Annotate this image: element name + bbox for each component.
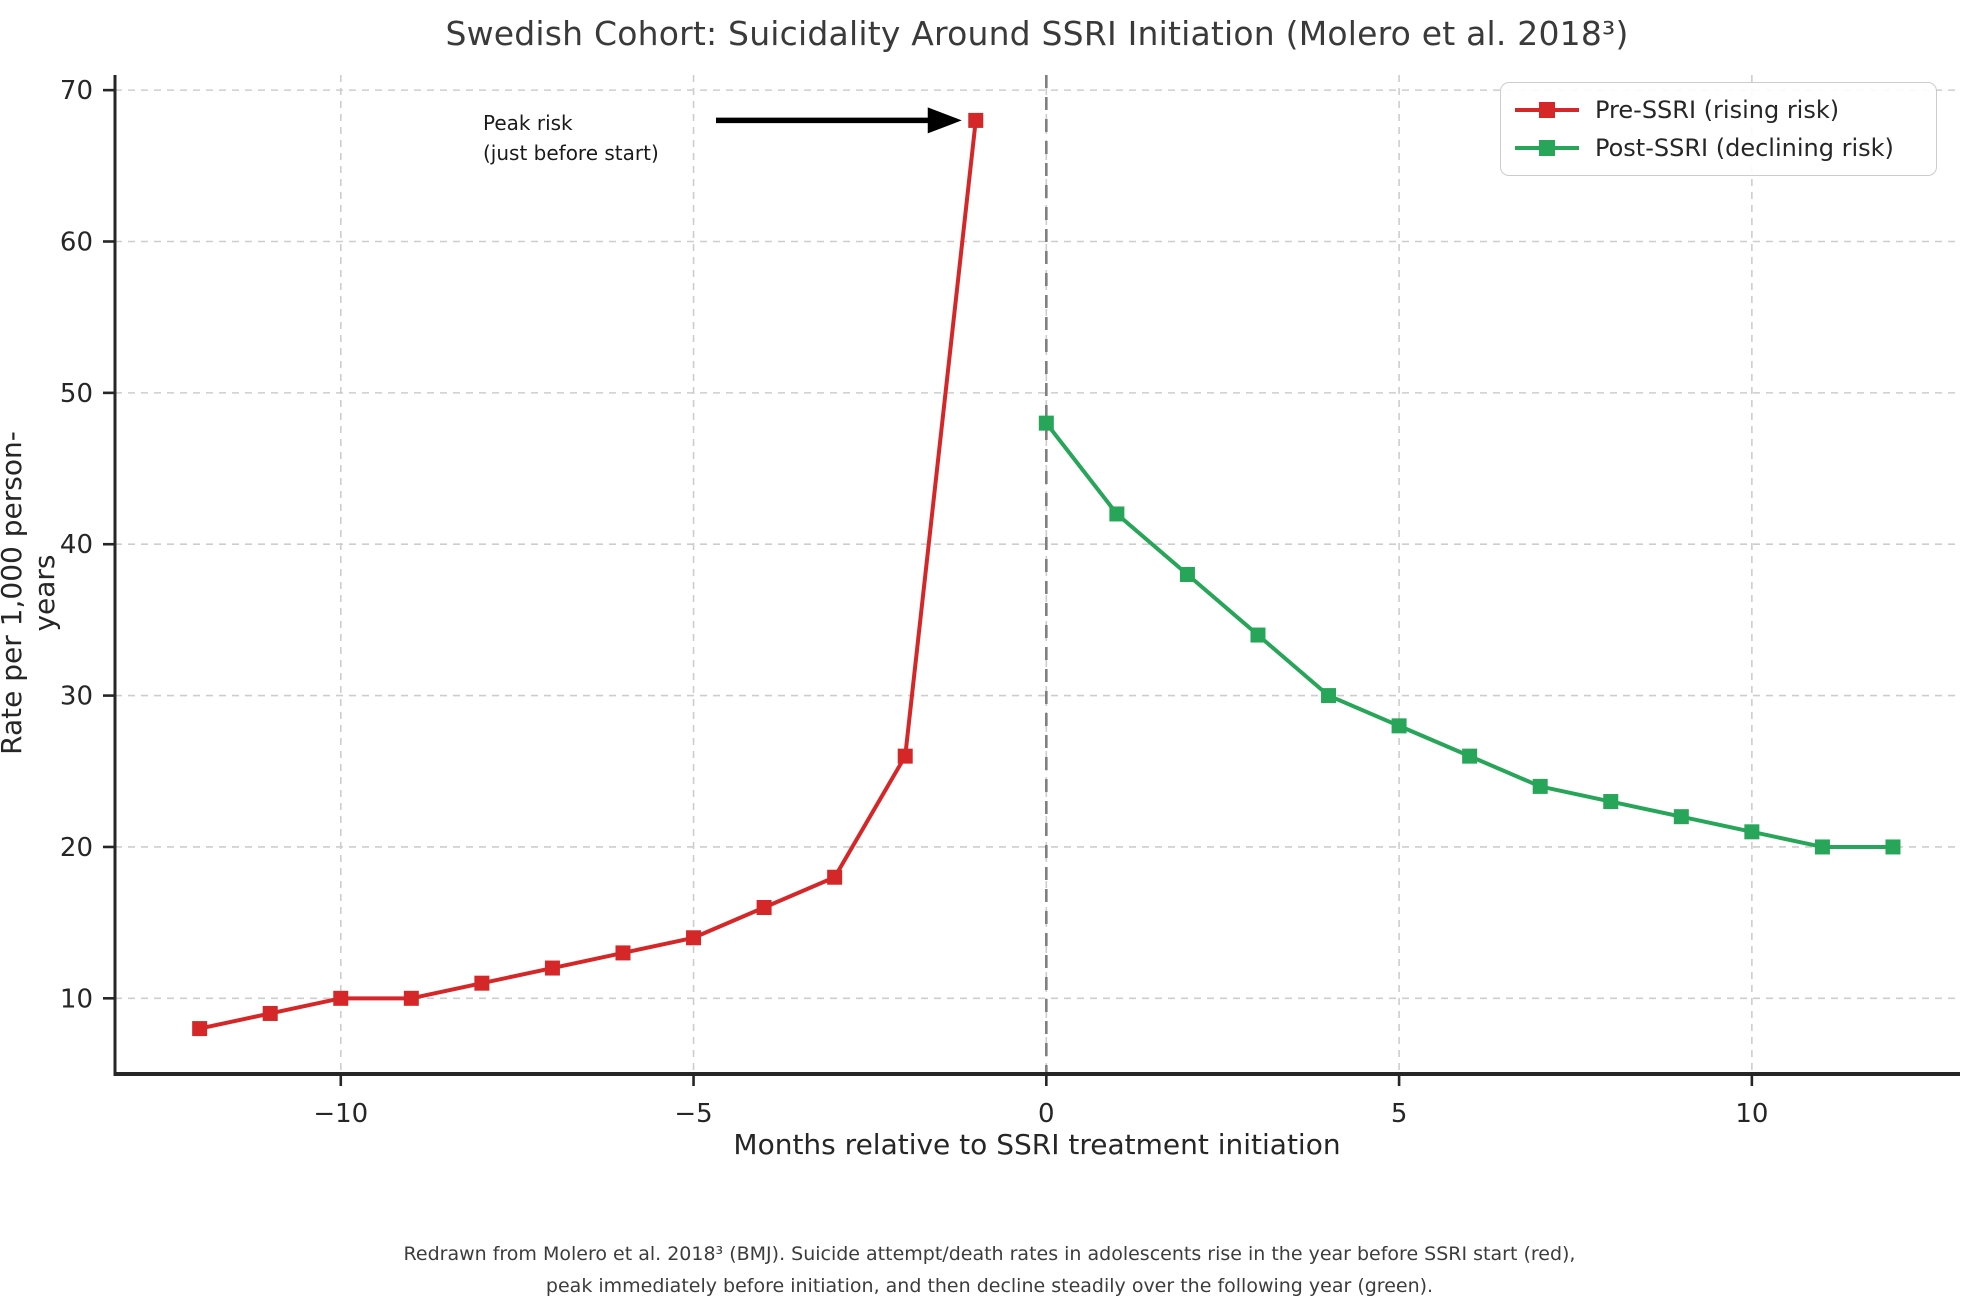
- post-ssri-marker: [1321, 688, 1337, 704]
- post-ssri-marker: [1038, 415, 1054, 431]
- caption-line-1: Redrawn from Molero et al. 2018³ (BMJ). …: [403, 1243, 1576, 1265]
- post-ssri-marker-sample: [1539, 140, 1555, 156]
- post-ssri-marker: [1532, 778, 1548, 794]
- pre-ssri-legend-swatch: [1515, 102, 1579, 118]
- post-ssri-marker: [1673, 809, 1689, 825]
- x-tick-label: 5: [1391, 1099, 1408, 1129]
- pre-ssri-marker: [968, 112, 984, 128]
- pre-ssri-marker: [333, 990, 349, 1006]
- pre-ssri-marker: [403, 990, 419, 1006]
- post-ssri-marker: [1603, 794, 1619, 810]
- y-tick-label: 40: [60, 530, 93, 560]
- legend-item-post-ssri: Post-SSRI (declining risk): [1515, 129, 1924, 167]
- arrow-head: [927, 107, 962, 134]
- figure-caption: Redrawn from Molero et al. 2018³ (BMJ). …: [0, 1238, 1979, 1302]
- pre-ssri-marker: [262, 1005, 278, 1021]
- post-ssri-marker: [1391, 718, 1407, 734]
- pre-ssri-marker-sample: [1539, 102, 1555, 118]
- legend: Pre-SSRI (rising risk) Post-SSRI (declin…: [1500, 82, 1937, 176]
- x-axis-label: Months relative to SSRI treatment initia…: [733, 1128, 1341, 1161]
- legend-label-pre-ssri: Pre-SSRI (rising risk): [1595, 96, 1840, 124]
- y-tick-label: 10: [60, 984, 93, 1014]
- y-tick-label: 30: [60, 682, 93, 712]
- post-ssri-marker: [1885, 839, 1901, 855]
- x-tick-label: 0: [1038, 1099, 1055, 1129]
- axis-tick-labels: 10 20 30 40 50 60 70 −10 −5 0 5 10: [60, 76, 1769, 1129]
- x-tick-label: 10: [1735, 1099, 1768, 1129]
- axis-ticks: [103, 88, 1754, 1086]
- legend-item-pre-ssri: Pre-SSRI (rising risk): [1515, 91, 1924, 129]
- annotation-arrow: [716, 107, 962, 134]
- y-tick-label: 60: [60, 228, 93, 258]
- pre-ssri-marker: [192, 1021, 208, 1037]
- axis-spines: [113, 75, 1960, 1076]
- y-tick-label: 50: [60, 379, 93, 409]
- caption-line-2: peak immediately before initiation, and …: [545, 1275, 1434, 1297]
- peak-risk-annotation: Peak risk (just before start): [483, 108, 659, 168]
- post-ssri-legend-swatch: [1515, 140, 1579, 156]
- legend-label-post-ssri: Post-SSRI (declining risk): [1595, 134, 1894, 162]
- post-ssri-line: [1044, 421, 1895, 849]
- post-ssri-marker: [1179, 567, 1195, 582]
- y-tick-label: 70: [60, 76, 93, 106]
- annotation-line-1: Peak risk: [483, 111, 573, 135]
- post-ssri-marker: [1250, 627, 1266, 643]
- pre-ssri-marker: [686, 930, 702, 946]
- pre-ssri-marker: [897, 748, 913, 764]
- post-ssri-marker: [1462, 748, 1478, 764]
- annotation-line-2: (just before start): [483, 141, 659, 165]
- x-tick-label: −5: [674, 1099, 712, 1129]
- gridlines: [115, 75, 1960, 1074]
- y-axis-label: Rate per 1,000 person-years: [0, 431, 61, 755]
- pre-ssri-line: [197, 118, 978, 1031]
- pre-ssri-marker: [756, 900, 772, 915]
- y-tick-label: 20: [60, 833, 93, 863]
- data-series: [192, 112, 1901, 1037]
- post-ssri-marker: [1744, 824, 1760, 840]
- pre-ssri-marker: [474, 975, 490, 991]
- post-ssri-marker: [1109, 506, 1125, 522]
- pre-ssri-marker: [615, 945, 631, 961]
- post-ssri-marker: [1814, 839, 1830, 855]
- x-tick-label: −10: [313, 1099, 368, 1129]
- pre-ssri-marker: [827, 869, 843, 885]
- pre-ssri-marker: [544, 960, 560, 976]
- chart-title: Swedish Cohort: Suicidality Around SSRI …: [445, 14, 1629, 53]
